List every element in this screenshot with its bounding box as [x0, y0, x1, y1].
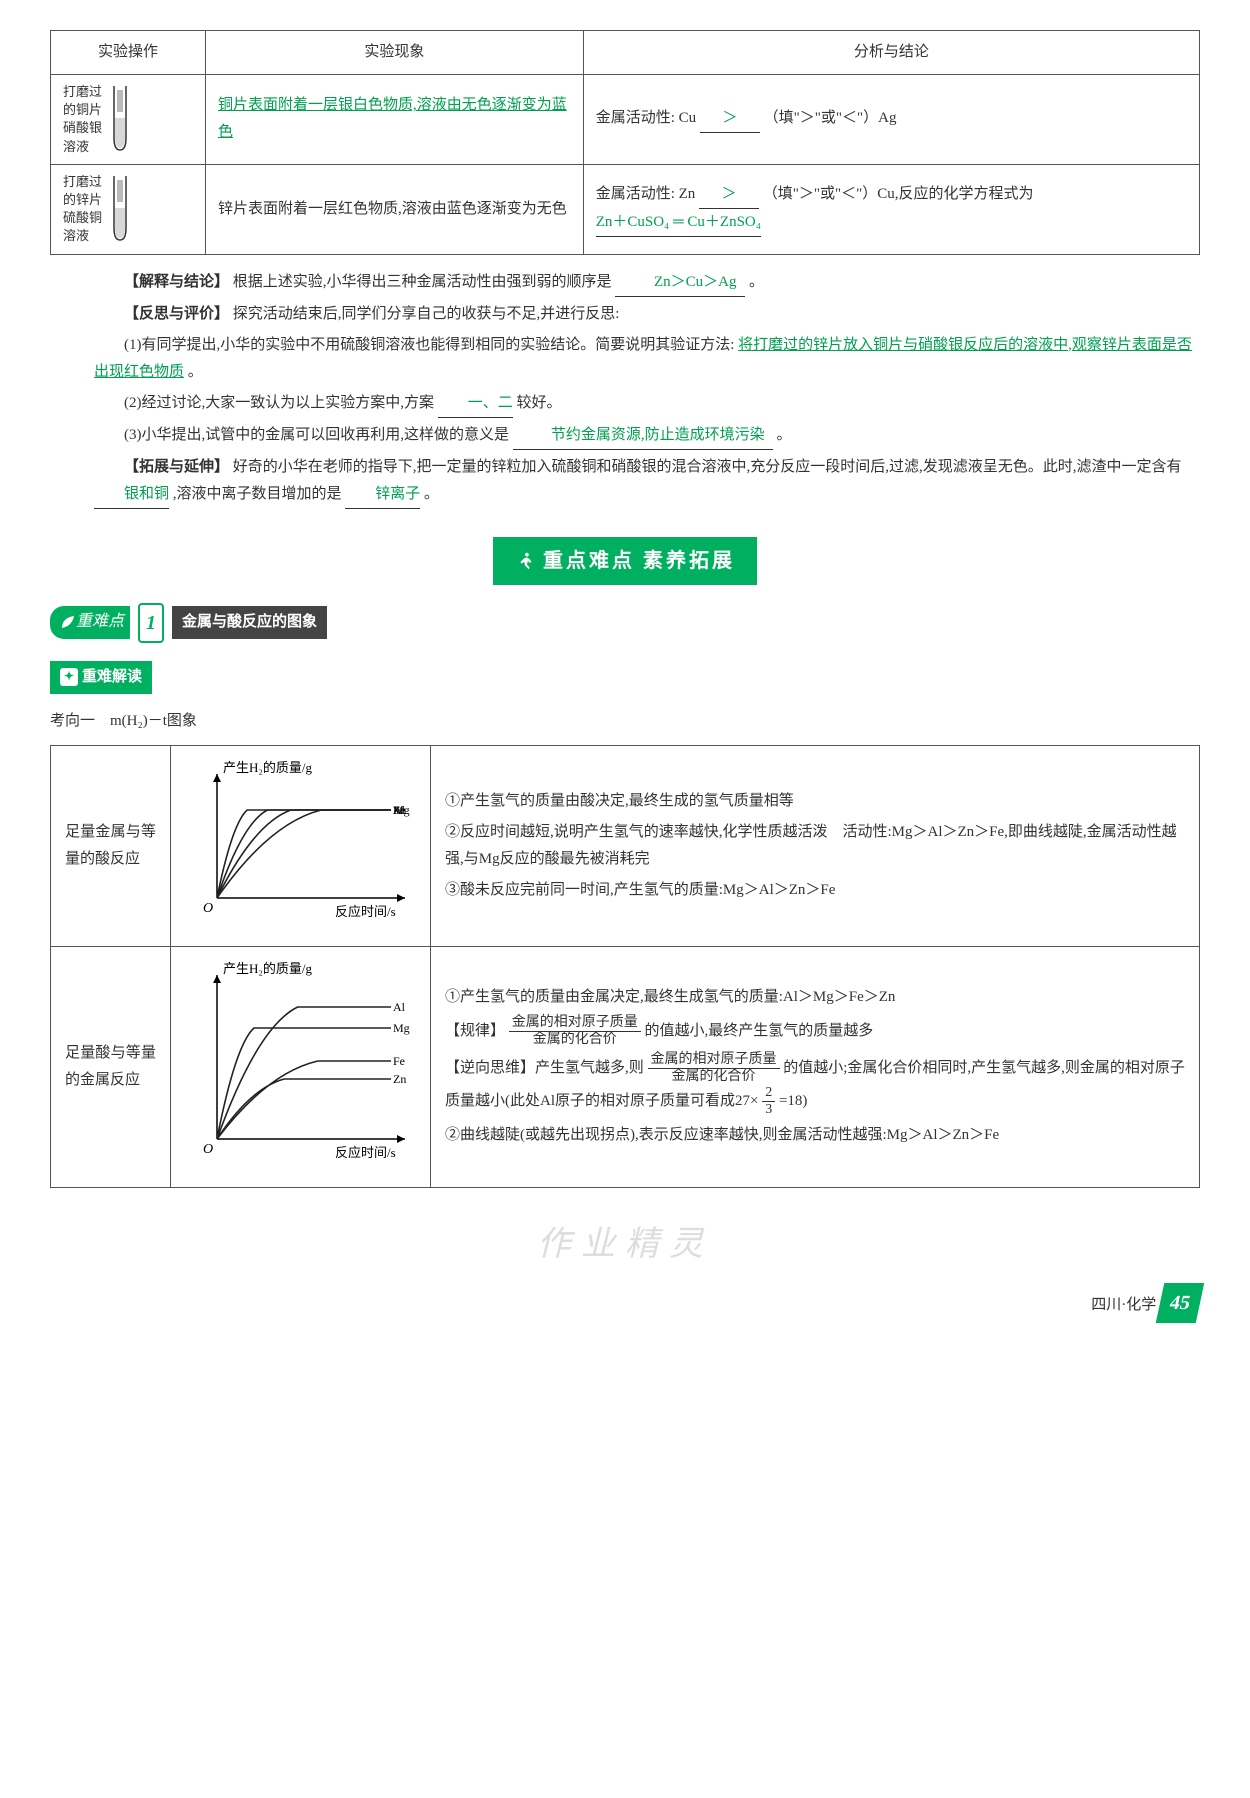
svg-text:O: O — [203, 901, 213, 916]
svg-text:Mg: Mg — [393, 1021, 410, 1035]
reflect-intro: 【反思与评价】 探究活动结束后,同学们分享自己的收获与不足,并进行反思: — [94, 301, 1200, 328]
graph-row-label: 足量金属与等量的酸反应 — [51, 745, 171, 946]
expand-icon: ✦ — [60, 668, 78, 686]
extend-line: 【拓展与延伸】 好奇的小华在老师的指导下,把一定量的锌粒加入硫酸铜和硝酸银的混合… — [94, 454, 1200, 509]
line-chart-icon: 产生H₂的质量/g反应时间/sOMgAlZnFe — [185, 756, 415, 926]
notes-cell: ①产生氢气的质量由金属决定,最终生成氢气的质量:Al＞Mg＞Fe＞Zn 【规律】… — [431, 946, 1200, 1187]
analysis-cell: 金属活动性: Cu ＞ （填"＞"或"＜"）Ag — [583, 75, 1199, 165]
leaf-icon — [60, 614, 76, 630]
svg-text:Zn: Zn — [393, 1072, 406, 1086]
topic-title: 金属与酸反应的图象 — [172, 606, 327, 639]
topic-row: 重难点 1 金属与酸反应的图象 — [50, 603, 1200, 643]
svg-text:产生H₂的质量/g: 产生H₂的质量/g — [223, 760, 313, 775]
sub-badge: ✦ 重难解读 — [50, 661, 152, 694]
topic-badge: 重难点 — [50, 606, 130, 639]
analysis-cell: 金属活动性: Zn ＞ （填"＞"或"＜"）Cu,反应的化学方程式为 Zn＋Cu… — [583, 164, 1199, 254]
runner-icon — [515, 550, 537, 572]
watermark: 作业精灵 — [50, 1214, 1200, 1275]
explain-line: 【解释与结论】 根据上述实验,小华得出三种金属活动性由强到弱的顺序是 Zn＞Cu… — [94, 269, 1200, 297]
line-chart-icon: 产生H₂的质量/g 反应时间/s O Al Mg Fe Zn — [185, 957, 415, 1167]
svg-text:O: O — [203, 1142, 213, 1157]
page-footer: 四川·化学 45 — [50, 1283, 1200, 1323]
table-row: 打磨过 的锌片 硫酸铜 溶液 锌片表面附着一层红色物质,溶液由蓝色逐渐变为无色 — [51, 164, 1200, 254]
notes-cell: ①产生氢气的质量由酸决定,最终生成的氢气质量相等 ②反应时间越短,说明产生氢气的… — [431, 745, 1200, 946]
tube-label: 打磨过 的铜片 硝酸银 溶液 — [63, 83, 102, 156]
svg-text:反应时间/s: 反应时间/s — [335, 904, 396, 919]
table-row: 足量金属与等量的酸反应 产生H₂的质量/g反应时间/sOMgAlZnFe ①产生… — [51, 745, 1200, 946]
q2: (2)经过讨论,大家一致认为以上实验方案中,方案 一、二 较好。 — [94, 390, 1200, 418]
q3: (3)小华提出,试管中的金属可以回收再利用,这样做的意义是 节约金属资源,防止造… — [94, 422, 1200, 450]
svg-text:Fe: Fe — [393, 803, 405, 817]
page-number: 45 — [1156, 1283, 1205, 1323]
chart-cell: 产生H₂的质量/g 反应时间/s O Al Mg Fe Zn — [171, 946, 431, 1187]
svg-text:Fe: Fe — [393, 1054, 405, 1068]
table-row: 足量酸与等量的金属反应 产生H₂的质量/g 反应时间/s O Al Mg Fe Zn ①产生… — [51, 946, 1200, 1187]
exp-header-ana: 分析与结论 — [583, 31, 1199, 75]
chart-cell: 产生H₂的质量/g反应时间/sOMgAlZnFe — [171, 745, 431, 946]
experiment-table: 实验操作 实验现象 分析与结论 打磨过 的铜片 硝酸银 溶液 — [50, 30, 1200, 255]
svg-text:Al: Al — [393, 1000, 406, 1014]
svg-text:反应时间/s: 反应时间/s — [335, 1145, 396, 1160]
phenomenon-cell: 铜片表面附着一层银白色物质,溶液由无色逐渐变为蓝色 — [206, 75, 584, 165]
phenomenon-cell: 锌片表面附着一层红色物质,溶液由蓝色逐渐变为无色 — [206, 164, 584, 254]
topic-number: 1 — [138, 603, 164, 643]
tube-label: 打磨过 的锌片 硫酸铜 溶液 — [63, 173, 102, 246]
exp-header-op: 实验操作 — [51, 31, 206, 75]
test-tube-icon — [106, 174, 134, 244]
test-tube-icon — [106, 84, 134, 154]
graph-table: 足量金属与等量的酸反应 产生H₂的质量/g 反应时间/s O Mg Al Zn Fe ①产生… — [50, 745, 1200, 1188]
exam-direction: 考向一 m(H₂)－t图象 — [50, 708, 1200, 735]
graph-row-label: 足量酸与等量的金属反应 — [51, 946, 171, 1187]
exp-header-phen: 实验现象 — [206, 31, 584, 75]
section-banner: 重点难点 素养拓展 — [50, 537, 1200, 585]
table-row: 打磨过 的铜片 硝酸银 溶液 铜片表面附着一层银白色物质,溶液由无色逐渐变为蓝色 — [51, 75, 1200, 165]
svg-text:产生H₂的质量/g: 产生H₂的质量/g — [223, 961, 313, 976]
q1: (1)有同学提出,小华的实验中不用硫酸铜溶液也能得到相同的实验结论。简要说明其验… — [94, 332, 1200, 386]
